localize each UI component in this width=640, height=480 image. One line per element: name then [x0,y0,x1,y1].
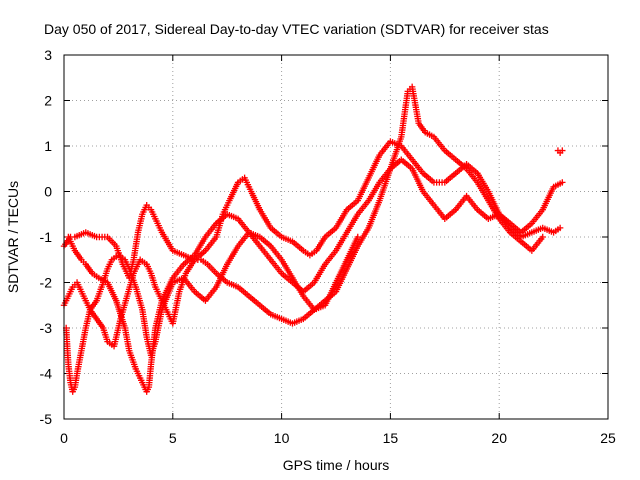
series-track-4 [65,156,564,395]
tick-layer: 0 5 10 15 20 25 -5 -4 -3 -2 -1 0 1 2 3 [40,47,616,446]
data-point-marker [559,179,566,186]
x-tick-label: 10 [274,430,290,446]
y-axis-label: SDTVAR / TECUs [5,181,21,293]
chart-title: Day 050 of 2017, Sidereal Day-to-day VTE… [44,21,549,37]
y-tick-label: -1 [40,229,53,245]
data-point-marker [559,147,566,154]
data-point-marker [556,224,564,232]
series-track-3 [62,229,361,395]
marks-layer [60,83,566,395]
y-tick-label: 3 [44,47,52,63]
x-tick-label: 0 [60,430,68,446]
y-tick-label: -4 [40,366,53,382]
y-tick-label: 0 [44,184,52,200]
grid-layer [64,55,608,419]
data-point-marker [354,233,361,241]
x-tick-label: 15 [383,430,399,446]
y-tick-label: -2 [40,275,53,291]
y-tick-label: -5 [40,411,53,427]
x-tick-label: 20 [491,430,507,446]
y-tick-label: -3 [40,320,53,336]
y-tick-label: 2 [44,93,52,109]
data-point-marker [539,233,546,241]
x-tick-label: 25 [600,430,616,446]
series-track-5 [554,147,566,157]
plot-frame [63,54,609,420]
series-track-2 [60,83,546,350]
y-tick-label: 1 [44,138,52,154]
x-tick-label: 5 [169,430,177,446]
series-track-1 [60,138,566,282]
x-axis-label: GPS time / hours [283,457,390,473]
